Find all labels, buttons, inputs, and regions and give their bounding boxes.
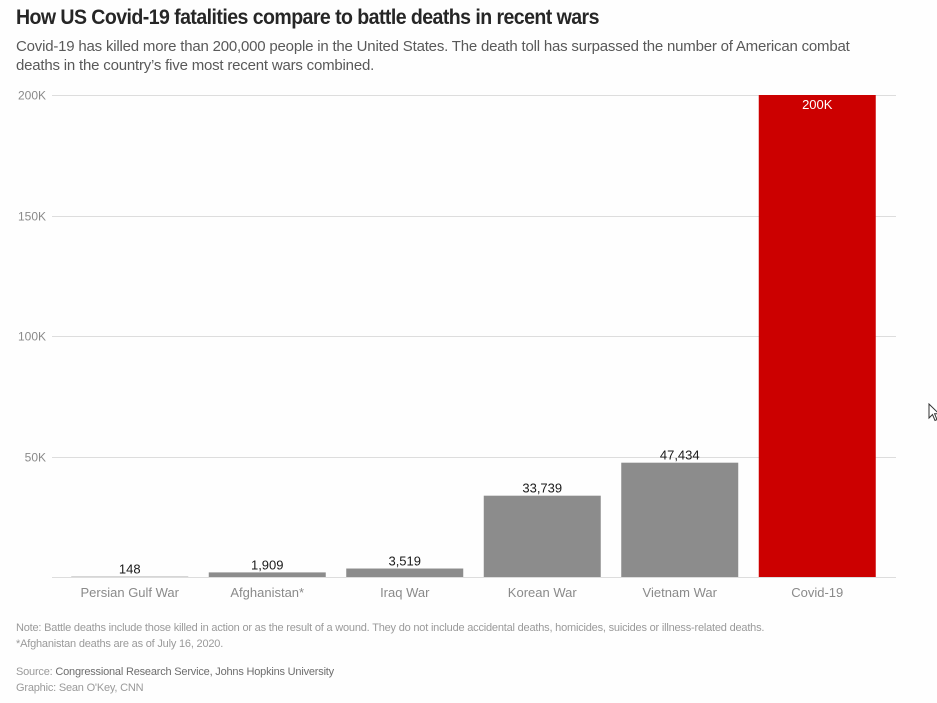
x-tick-label: Iraq War	[380, 585, 430, 600]
x-axis: Persian Gulf War Afghanistan* Iraq War Kore…	[81, 585, 844, 600]
bar	[621, 462, 739, 577]
x-tick-label: Afghanistan*	[230, 585, 304, 600]
note-text: Note: Battle deaths include those killed…	[16, 622, 765, 634]
bar	[758, 95, 876, 577]
source-label: Source:	[16, 666, 56, 678]
y-axis: 50K 100K 150K 200K	[18, 89, 46, 465]
source-line: Source: Congressional Research Service, …	[16, 664, 334, 680]
bar	[483, 495, 601, 577]
data-label: 200K	[802, 97, 833, 112]
chart-note: Note: Battle deaths include those killed…	[16, 620, 764, 652]
gridlines	[52, 95, 896, 578]
x-tick-label: Covid-19	[791, 585, 843, 600]
x-tick-label: Persian Gulf War	[81, 585, 180, 600]
bars	[71, 95, 876, 577]
bar	[346, 568, 464, 577]
chart-title: How US Covid-19 fatalities compare to ba…	[16, 6, 599, 29]
x-tick-label: Korean War	[508, 585, 578, 600]
mouse-pointer-icon	[928, 402, 937, 427]
data-label: 33,739	[522, 481, 562, 496]
value-labels: 148 1,909 3,519 33,739 47,434 200K	[119, 97, 833, 577]
bar-chart: 50K 100K 150K 200K 148 1,909 3,519 33,739 47,43…	[18, 89, 896, 600]
data-label: 148	[119, 562, 141, 577]
data-label: 3,519	[388, 554, 421, 569]
x-tick-label: Vietnam War	[643, 585, 718, 600]
y-tick-label: 100K	[18, 330, 46, 344]
data-label: 47,434	[660, 448, 700, 463]
y-tick-label: 150K	[18, 210, 46, 224]
y-tick-label: 50K	[25, 451, 46, 465]
footnote-text: *Afghanistan deaths are as of July 16, 2…	[16, 638, 224, 650]
graphic-credit: Graphic: Sean O'Key, CNN	[16, 682, 144, 694]
chart-subtitle: Covid-19 has killed more than 200,000 pe…	[16, 38, 850, 74]
chart-credits: Source: Congressional Research Service, …	[16, 664, 334, 696]
source-text: Congressional Research Service, Johns Ho…	[55, 666, 334, 678]
data-label: 1,909	[251, 557, 284, 572]
bar	[208, 572, 326, 577]
y-tick-label: 200K	[18, 89, 46, 103]
